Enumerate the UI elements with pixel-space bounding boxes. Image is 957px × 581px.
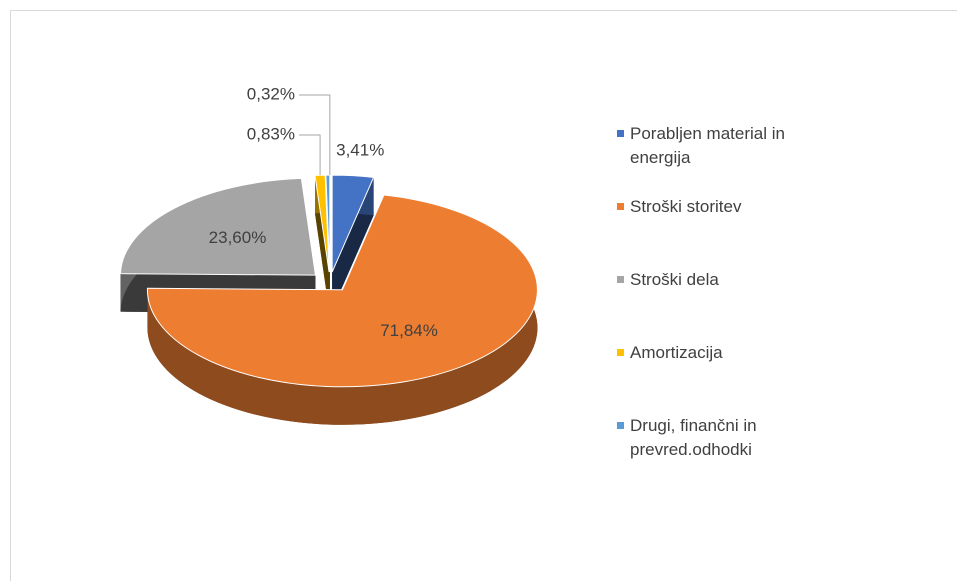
legend-swatch	[617, 203, 624, 210]
legend-label: Stroški storitev	[630, 197, 742, 216]
legend-item: Stroški dela	[612, 268, 952, 341]
slice	[331, 174, 375, 311]
leader-line	[299, 94, 331, 176]
slice	[314, 174, 330, 311]
leader-line	[299, 134, 321, 176]
legend-item: Drugi, finančni in prevred.odhodki	[612, 414, 952, 487]
legend-swatch	[617, 422, 624, 429]
legend-swatch	[617, 130, 624, 137]
legend-item: Stroški storitev	[612, 195, 952, 268]
data-label: 0,83%	[247, 124, 295, 143]
legend-item: Porabljen material in energija	[612, 122, 952, 195]
data-label: 23,60%	[209, 228, 267, 247]
legend-swatch	[617, 349, 624, 356]
slice	[119, 177, 317, 276]
legend-label: Amortizacija	[630, 343, 723, 362]
legend: Porabljen material in energija Stroški st…	[612, 122, 952, 487]
legend-label: Stroški dela	[630, 270, 719, 289]
chart-frame	[10, 10, 957, 581]
slice	[331, 174, 375, 273]
legend-swatch	[617, 276, 624, 283]
slice	[146, 194, 538, 388]
legend-label: Drugi, finančni in prevred.odhodki	[630, 416, 757, 459]
data-label: 3,41%	[336, 141, 384, 160]
data-label: 0,32%	[247, 84, 295, 103]
data-label: 71,84%	[380, 321, 438, 340]
legend-item: Amortizacija	[612, 341, 952, 414]
slice	[146, 194, 538, 425]
legend-label: Porabljen material in energija	[630, 124, 785, 167]
